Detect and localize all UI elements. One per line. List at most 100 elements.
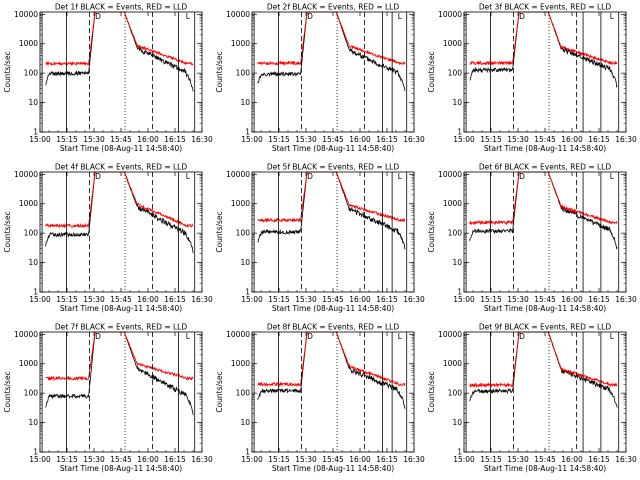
x-tick-label: 15:30 <box>507 135 529 144</box>
y-tick-label: 10 <box>240 418 250 427</box>
panel-title: Det 5f BLACK = Events, RED = LLD <box>267 163 400 172</box>
y-tick-label: 10000 <box>14 170 38 179</box>
x-tick-label: 15:45 <box>322 455 344 464</box>
y-tick-label: 10 <box>240 98 250 107</box>
y-axis-label: Counts/sec <box>3 211 12 252</box>
y-tick-label: 10000 <box>226 10 250 19</box>
y-tick-label: 10000 <box>226 170 250 179</box>
lld-series-line <box>469 331 618 389</box>
y-tick-label: 10000 <box>226 330 250 339</box>
x-tick-label: 16:30 <box>615 135 637 144</box>
y-tick-label: 10 <box>452 418 462 427</box>
y-tick-label: 1000 <box>19 199 38 208</box>
x-tick-label: 15:45 <box>534 455 556 464</box>
x-tick-label: 15:15 <box>268 295 290 304</box>
panel-title: Det 7f BLACK = Events, RED = LLD <box>55 323 188 332</box>
x-tick-label: 15:15 <box>56 295 78 304</box>
x-tick-label: 15:15 <box>480 135 502 144</box>
flag-letter: L <box>398 12 403 21</box>
x-tick-label: 15:15 <box>480 455 502 464</box>
flag-letter: L <box>186 332 191 341</box>
y-tick-label: 10 <box>452 258 462 267</box>
flag-letter: D <box>307 12 313 21</box>
panel-title: Det 2f BLACK = Events, RED = LLD <box>267 3 400 12</box>
x-tick-label: 16:30 <box>191 295 213 304</box>
x-tick-label: 15:45 <box>534 295 556 304</box>
panel-title: Det 3f BLACK = Events, RED = LLD <box>479 3 612 12</box>
panel-det-3: Det 3f BLACK = Events, RED = LLD Counts/s… <box>427 3 637 154</box>
x-tick-label: 15:45 <box>110 135 132 144</box>
lld-series-line <box>257 331 406 388</box>
y-tick-label: 100 <box>448 389 463 398</box>
x-tick-label: 15:00 <box>29 455 51 464</box>
panel-det-8: Det 8f BLACK = Events, RED = LLD Counts/s… <box>215 323 425 474</box>
x-tick-label: 15:30 <box>507 455 529 464</box>
y-tick-label: 10 <box>28 258 38 267</box>
y-tick-label: 100 <box>236 69 251 78</box>
y-tick-label: 10000 <box>438 330 462 339</box>
y-tick-label: 100 <box>448 229 463 238</box>
panel-title: Det 9f BLACK = Events, RED = LLD <box>479 323 612 332</box>
x-axis-label: Start Time (08-Aug-11 14:58:40) <box>272 304 394 313</box>
x-axis-label: Start Time (08-Aug-11 14:58:40) <box>484 464 606 473</box>
x-axis-label: Start Time (08-Aug-11 14:58:40) <box>60 464 182 473</box>
x-tick-label: 16:00 <box>349 455 371 464</box>
flag-letter: L <box>610 12 615 21</box>
y-tick-label: 100 <box>24 229 39 238</box>
x-tick-label: 15:45 <box>110 455 132 464</box>
x-tick-label: 15:30 <box>507 295 529 304</box>
x-tick-label: 16:00 <box>349 135 371 144</box>
panel-det-6: Det 6f BLACK = Events, RED = LLD Counts/s… <box>427 163 637 314</box>
x-tick-label: 16:00 <box>349 295 371 304</box>
panel-det-4: Det 4f BLACK = Events, RED = LLD Counts/s… <box>3 163 213 314</box>
x-tick-label: 16:30 <box>403 135 425 144</box>
panel-title: Det 8f BLACK = Events, RED = LLD <box>267 323 400 332</box>
x-tick-label: 15:00 <box>29 135 51 144</box>
flag-letter: L <box>186 172 191 181</box>
y-tick-label: 1000 <box>443 359 462 368</box>
x-tick-label: 16:15 <box>164 135 186 144</box>
x-tick-label: 16:15 <box>376 455 398 464</box>
y-tick-label: 10000 <box>14 10 38 19</box>
x-tick-label: 15:00 <box>241 135 263 144</box>
x-tick-label: 15:15 <box>268 135 290 144</box>
y-tick-label: 1000 <box>231 199 250 208</box>
y-tick-label: 1000 <box>231 39 250 48</box>
plot-frame <box>463 11 627 133</box>
x-tick-label: 16:15 <box>588 455 610 464</box>
y-tick-label: 1 <box>33 128 38 137</box>
y-tick-label: 1000 <box>443 199 462 208</box>
x-tick-label: 15:30 <box>83 295 105 304</box>
y-tick-label: 1 <box>245 448 250 457</box>
y-tick-label: 1000 <box>19 359 38 368</box>
flag-letter: D <box>519 332 525 341</box>
lld-series-line <box>45 11 194 67</box>
x-tick-label: 16:15 <box>376 295 398 304</box>
events-series-line <box>257 331 406 409</box>
flag-letter: D <box>307 332 313 341</box>
y-tick-label: 10 <box>28 418 38 427</box>
y-tick-label: 1 <box>33 288 38 297</box>
flag-letter: L <box>186 12 191 21</box>
x-tick-label: 16:30 <box>403 455 425 464</box>
panel-det-2: Det 2f BLACK = Events, RED = LLD Counts/s… <box>215 3 425 154</box>
x-axis-label: Start Time (08-Aug-11 14:58:40) <box>484 304 606 313</box>
panel-title: Det 4f BLACK = Events, RED = LLD <box>55 163 188 172</box>
x-axis-label: Start Time (08-Aug-11 14:58:40) <box>60 144 182 153</box>
y-tick-label: 1 <box>33 448 38 457</box>
y-tick-label: 100 <box>448 69 463 78</box>
x-tick-label: 16:15 <box>588 135 610 144</box>
y-tick-label: 100 <box>236 389 251 398</box>
panel-det-7: Det 7f BLACK = Events, RED = LLD Counts/s… <box>3 323 213 474</box>
lld-series-line <box>257 171 406 223</box>
y-tick-label: 100 <box>24 389 39 398</box>
flag-letter: D <box>519 172 525 181</box>
x-tick-label: 15:30 <box>83 135 105 144</box>
y-tick-label: 10 <box>28 98 38 107</box>
y-axis-label: Counts/sec <box>3 51 12 92</box>
x-axis-label: Start Time (08-Aug-11 14:58:40) <box>272 464 394 473</box>
y-tick-label: 1000 <box>443 39 462 48</box>
y-tick-label: 1 <box>457 288 462 297</box>
x-tick-label: 15:00 <box>453 455 475 464</box>
